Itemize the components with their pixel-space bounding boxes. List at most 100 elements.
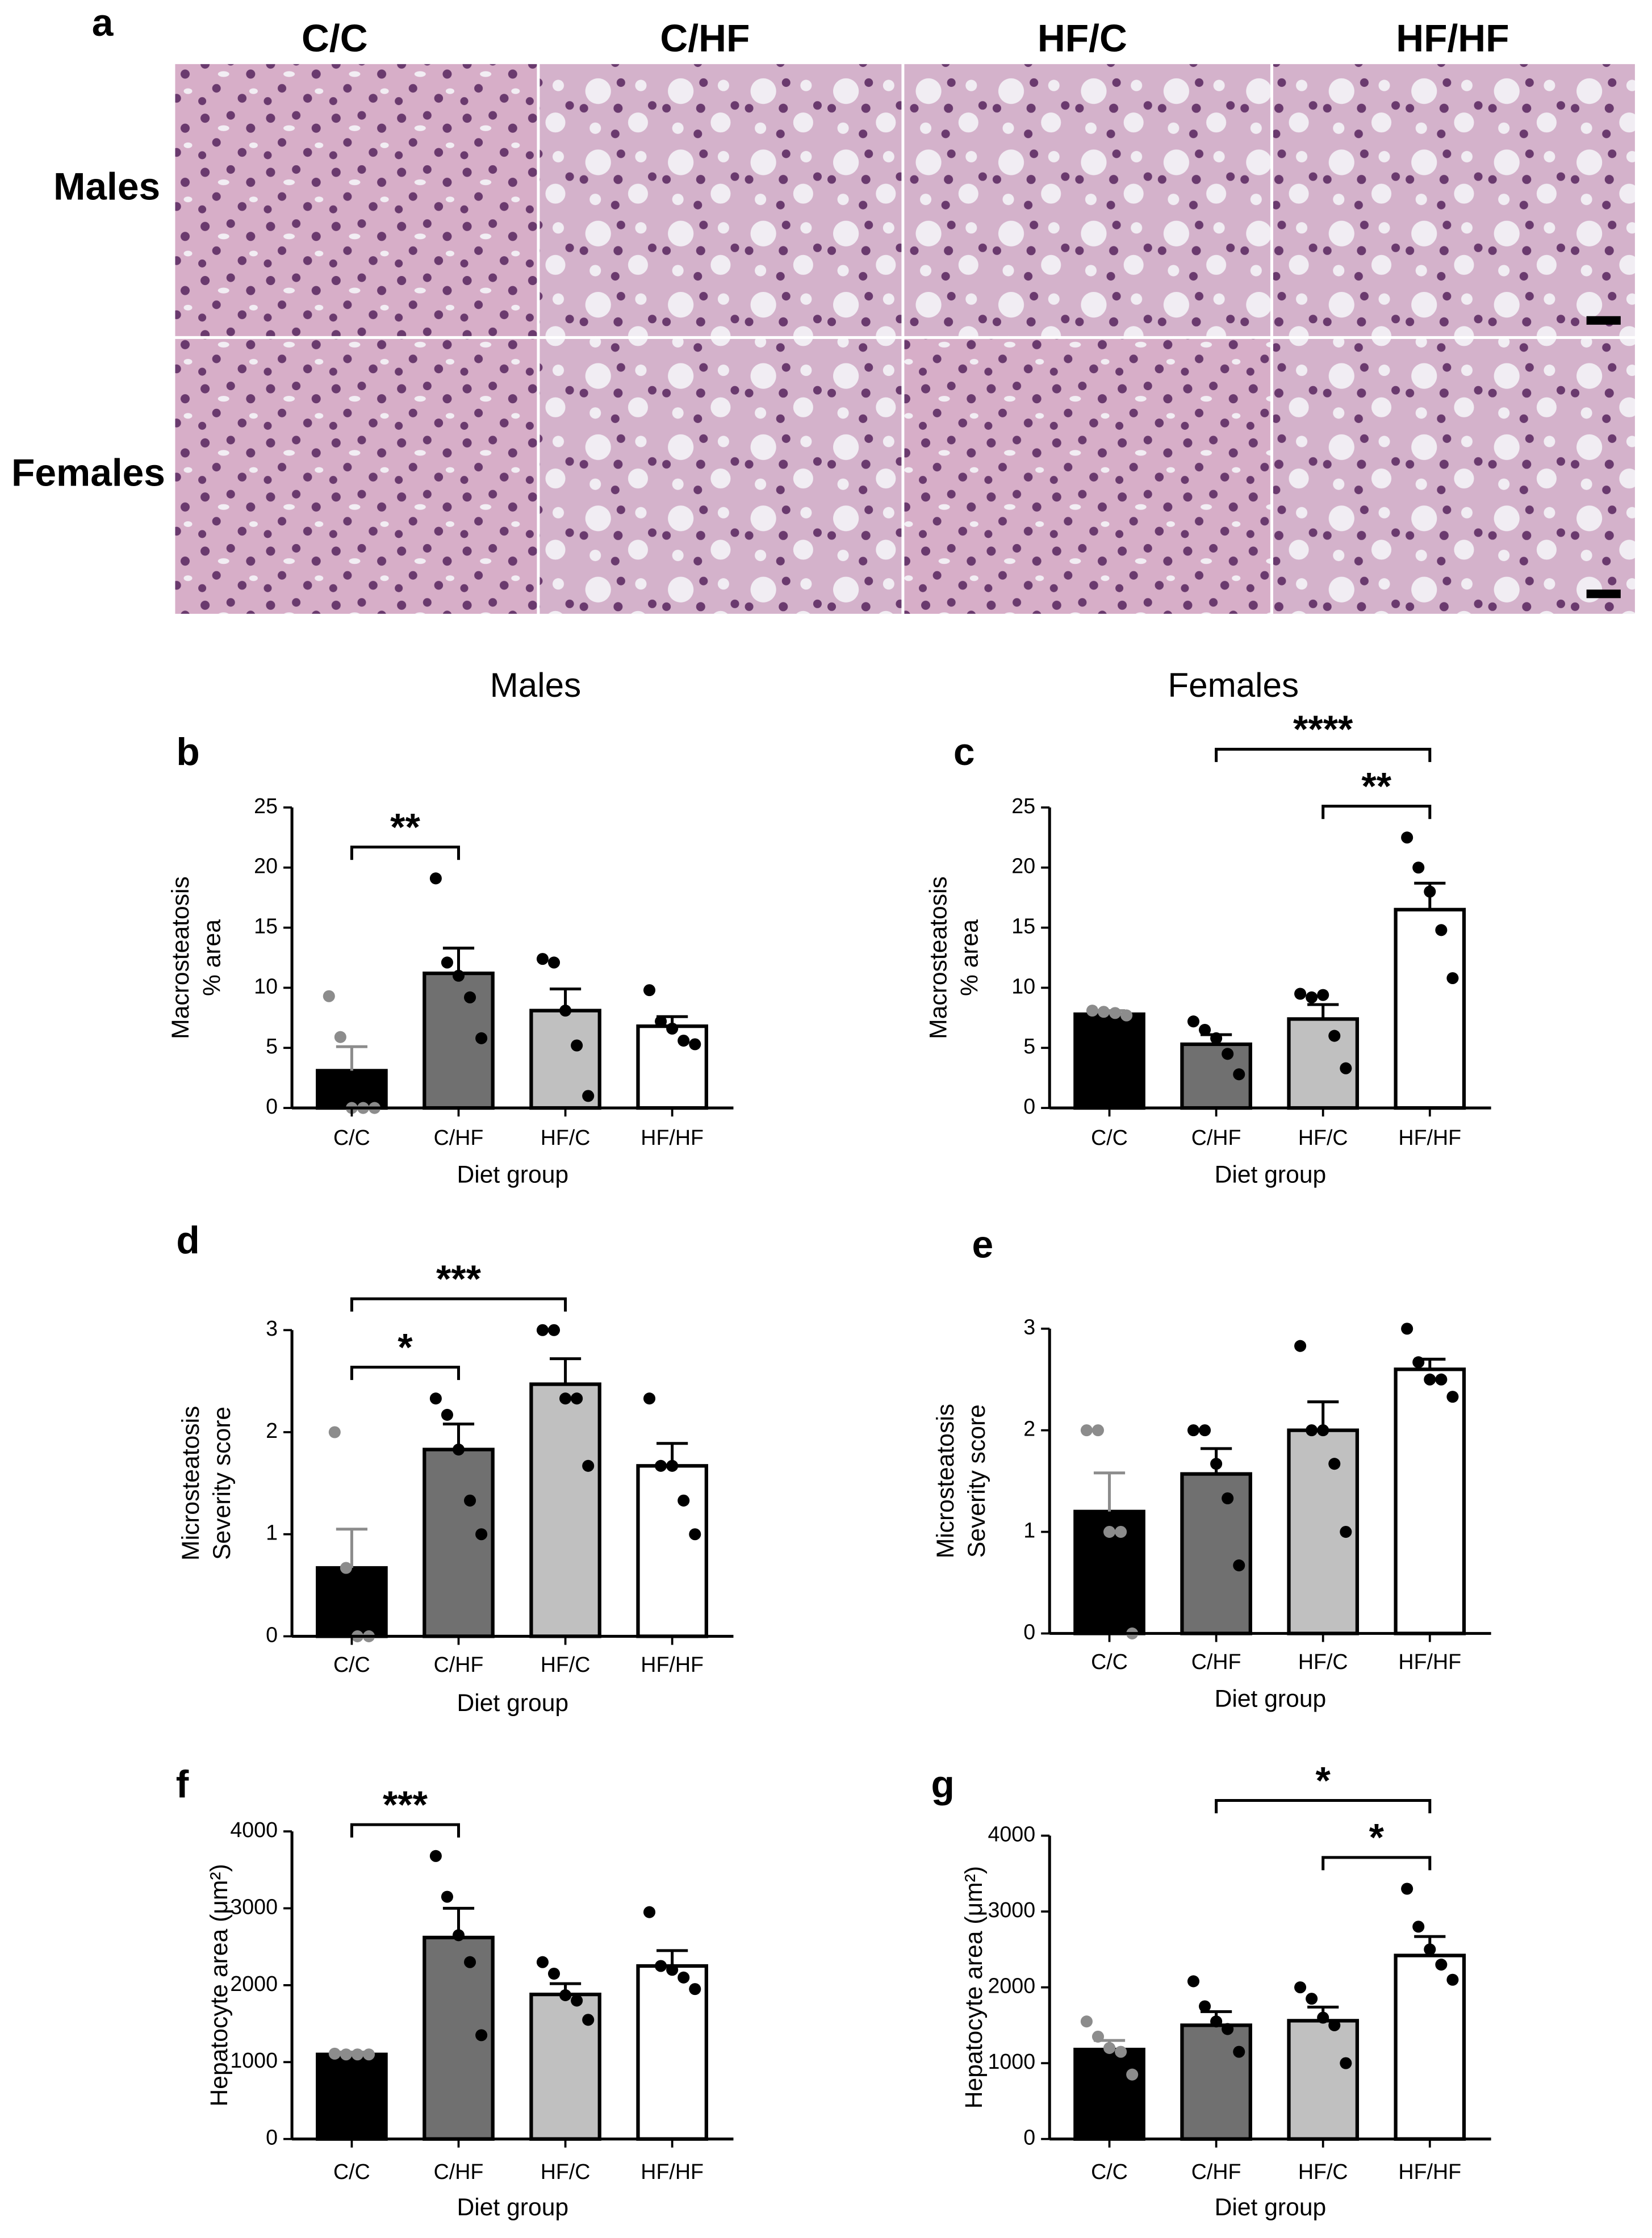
y-axis-label: Macrosteatosis (925, 876, 952, 1039)
data-point (429, 1392, 442, 1405)
data-point (452, 969, 465, 982)
y-tick-label: 2 (266, 1419, 278, 1442)
y-tick-label: 0 (1023, 1620, 1035, 1643)
significance-bracket (350, 1366, 461, 1381)
data-point (536, 953, 549, 965)
data-point (340, 1562, 352, 1574)
data-point (655, 1960, 667, 1972)
x-tick-label: HF/HF (1398, 2160, 1461, 2183)
x-tick-label: C/C (333, 1653, 370, 1676)
x-tick-label: C/HF (1191, 2160, 1241, 2183)
data-point (689, 1528, 701, 1541)
x-tick-label: C/C (333, 2160, 370, 2183)
data-point (571, 1039, 583, 1052)
panel-label: b (176, 731, 199, 773)
bar (1394, 907, 1466, 1110)
error-bar (336, 1528, 368, 1568)
row-title: Males (53, 165, 160, 208)
panel-label: c (953, 731, 975, 773)
x-tick-label: C/HF (434, 1126, 484, 1149)
y-axis-label: Hepatocyte area (μm²) (960, 1866, 988, 2109)
y-tick-label: 20 (1011, 854, 1035, 878)
y-tick-label: 4000 (230, 1818, 278, 1842)
data-point (1210, 1458, 1223, 1470)
data-point (666, 1459, 679, 1472)
y-axis-label: Microsteatosis (177, 1406, 204, 1561)
data-point (582, 2014, 595, 2026)
data-point (1435, 924, 1448, 936)
data-point (1401, 831, 1413, 844)
significance-label: *** (383, 1784, 428, 1826)
significance-label: ** (390, 806, 420, 848)
data-point (441, 956, 453, 969)
data-point (547, 956, 561, 969)
data-point (1424, 885, 1436, 898)
x-axis-label: Diet group (1215, 2194, 1327, 2221)
data-point (666, 1022, 679, 1035)
data-point (1233, 1559, 1245, 1572)
data-point (362, 2048, 375, 2061)
panel-label: d (176, 1219, 199, 1262)
data-point (655, 1459, 667, 1472)
panel-label: a (92, 2, 114, 44)
x-tick-label: C/HF (1191, 1650, 1241, 1674)
data-point (1328, 1458, 1341, 1470)
x-tick-label: HF/C (541, 1653, 591, 1676)
data-point (1187, 1015, 1200, 1028)
data-point (1097, 1006, 1110, 1018)
x-tick-label: HF/C (1298, 1126, 1348, 1149)
column-title: C/C (302, 18, 368, 60)
bar (1287, 2019, 1360, 2141)
data-point (1080, 2015, 1093, 2028)
y-tick-label: 2000 (230, 1972, 278, 1996)
y-tick-label: 3 (1023, 1315, 1035, 1339)
error-bar (442, 947, 475, 974)
data-point (464, 1494, 476, 1507)
data-point (1233, 2045, 1245, 2058)
significance-label: **** (1293, 708, 1353, 751)
data-point (666, 1964, 679, 1976)
x-tick-label: C/C (333, 1126, 370, 1149)
y-tick-label: 1000 (988, 2049, 1035, 2073)
data-point (441, 1890, 453, 1903)
significance-label: * (1369, 1817, 1385, 1859)
panel-label: f (176, 1763, 189, 1806)
bar (423, 1448, 495, 1638)
bar (316, 1566, 388, 1638)
x-tick-label: C/C (1091, 1126, 1128, 1149)
y-tick-label: 3000 (230, 1894, 278, 1918)
data-point (1340, 2057, 1352, 2069)
bar (1394, 1367, 1466, 1635)
bar (1394, 1953, 1466, 2141)
micrograph (1273, 338, 1635, 614)
y-axis-label: % area (198, 919, 225, 996)
scale-bar (1586, 589, 1621, 599)
x-axis-label: Diet group (457, 1689, 568, 1717)
micrograph (175, 64, 537, 336)
data-point (1328, 1030, 1341, 1042)
y-axis-label: Severity score (208, 1407, 236, 1560)
x-tick-label: HF/HF (641, 1126, 704, 1149)
data-point (429, 872, 442, 885)
data-point (328, 1426, 341, 1438)
significance-label: ** (1361, 765, 1391, 808)
data-point (1317, 1424, 1329, 1437)
data-point (677, 1971, 690, 1984)
y-tick-label: 0 (266, 1094, 278, 1118)
data-point (1222, 1492, 1234, 1505)
significance-bracket (1321, 805, 1432, 819)
data-point (328, 2047, 341, 2060)
data-point (689, 1038, 701, 1051)
x-tick-label: C/HF (434, 2160, 484, 2183)
data-point (536, 1956, 549, 1968)
data-point (1401, 1323, 1413, 1335)
y-tick-label: 1000 (230, 2048, 278, 2072)
data-point (1294, 988, 1307, 1000)
data-point (582, 1090, 595, 1102)
data-point (1126, 2068, 1139, 2081)
micrograph (904, 64, 1270, 336)
error-bar (656, 1949, 688, 1966)
bar (1073, 1012, 1145, 1110)
data-point (340, 2048, 352, 2061)
